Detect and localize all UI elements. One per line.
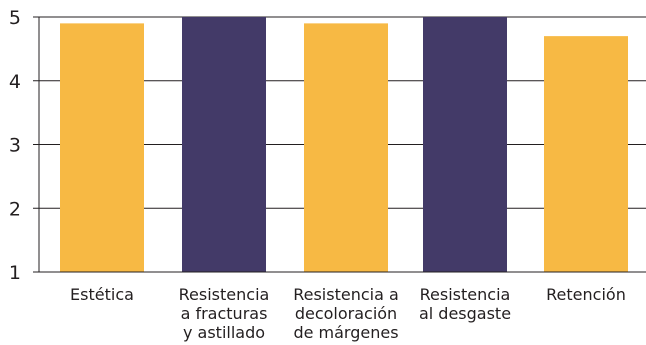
x-axis-labels: Estética Resistencia a fracturas y astillad…	[70, 285, 626, 342]
x-category-label: Resistencia a fracturas y astillado	[179, 285, 270, 342]
x-category-label-line: Resistencia a	[293, 285, 399, 304]
x-category-label-line: a fracturas	[181, 304, 268, 323]
bar	[423, 17, 507, 272]
y-tick-label: 2	[9, 198, 21, 220]
bars	[60, 17, 628, 272]
y-tick-label: 3	[9, 135, 21, 157]
x-category-label-line: decoloración	[295, 304, 397, 323]
x-category-label: Estética	[70, 285, 134, 304]
y-tick-label: 4	[9, 71, 21, 93]
x-category-label-line: y astillado	[183, 323, 265, 342]
bar	[304, 23, 388, 272]
bar	[60, 23, 144, 272]
axes	[33, 16, 646, 273]
y-tick-label: 5	[9, 7, 21, 29]
bar	[182, 17, 266, 272]
y-axis-ticks: 1 2 3 4 5	[9, 7, 21, 284]
x-category-label: Resistencia al desgaste	[419, 285, 511, 323]
x-category-label: Retención	[546, 285, 626, 304]
x-category-label-line: de márgenes	[293, 323, 398, 342]
x-category-label-line: Resistencia	[420, 285, 511, 304]
x-category-label-line: Estética	[70, 285, 134, 304]
x-category-label-line: Retención	[546, 285, 626, 304]
x-category-label-line: Resistencia	[179, 285, 270, 304]
x-category-label: Resistencia a decoloración de márgenes	[293, 285, 399, 342]
y-tick-label: 1	[9, 262, 21, 284]
bar	[544, 36, 628, 272]
x-category-label-line: al desgaste	[419, 304, 511, 323]
